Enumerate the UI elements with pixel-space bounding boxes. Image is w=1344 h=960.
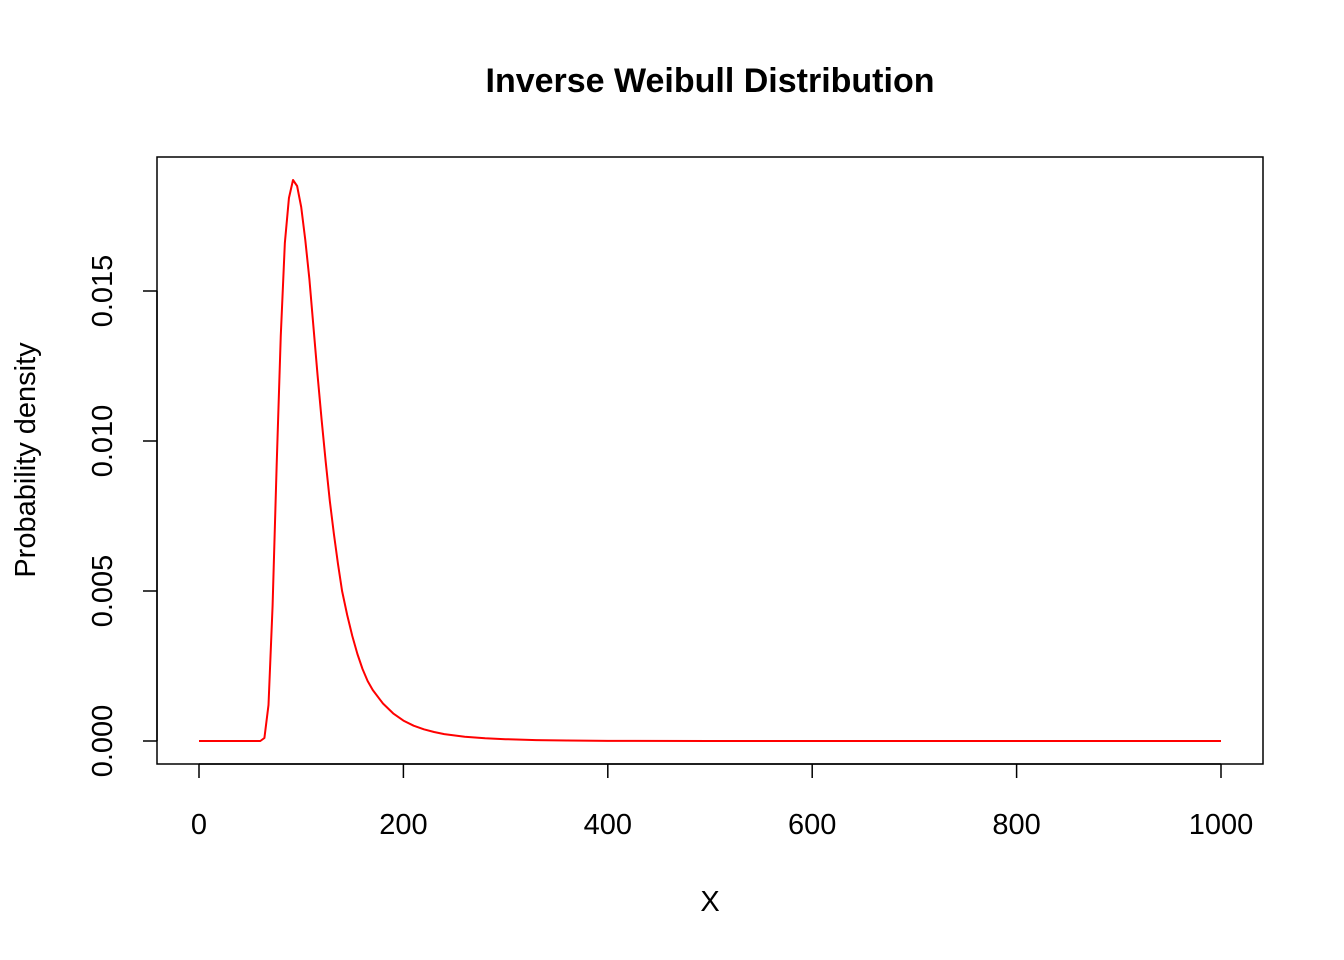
x-tick-label: 800 xyxy=(992,809,1040,841)
x-tick-label: 600 xyxy=(788,809,836,841)
series-layer xyxy=(199,179,1221,742)
x-tick-label: 0 xyxy=(191,809,207,841)
y-tick-label: 0.005 xyxy=(87,555,119,628)
density-curve xyxy=(199,179,1221,742)
y-tick-label: 0.010 xyxy=(87,405,119,478)
y-axis-label: Probability density xyxy=(10,342,42,578)
y-tick-label: 0.015 xyxy=(87,255,119,328)
y-tick-label: 0.000 xyxy=(87,705,119,778)
chart-title: Inverse Weibull Distribution xyxy=(486,62,935,100)
x-axis: 0 200 400 600 800 1000 xyxy=(191,763,1254,841)
y-axis: 0.000 0.005 0.010 0.015 xyxy=(87,255,158,778)
x-tick-label: 1000 xyxy=(1189,809,1254,841)
plot-frame xyxy=(156,156,1264,765)
x-tick-label: 400 xyxy=(584,809,632,841)
x-axis-label: X xyxy=(700,886,719,918)
x-tick-label: 200 xyxy=(379,809,427,841)
